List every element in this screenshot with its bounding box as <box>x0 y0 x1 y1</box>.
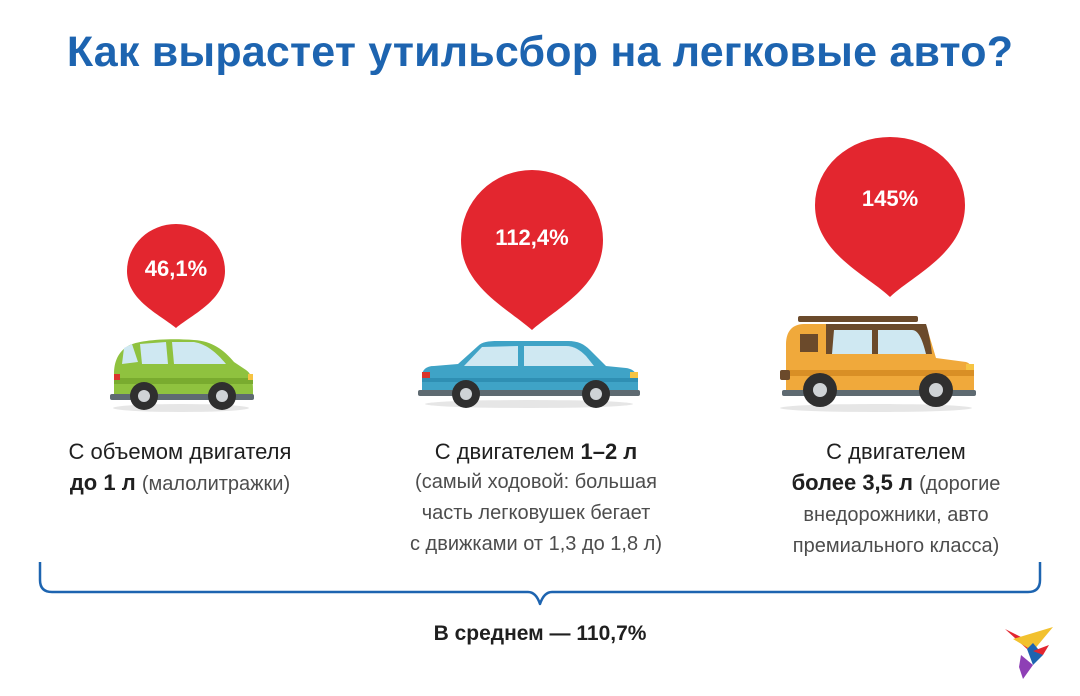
category-2-volume: 1–2 л <box>580 439 638 464</box>
percent-pin-1 <box>127 224 225 328</box>
average-text: В среднем — 110,7% <box>433 622 647 645</box>
percent-label-3: 145% <box>861 186 919 211</box>
category-3-note-1: (дорогие <box>919 473 1001 495</box>
category-1-line2: до 1 л (малолитражки) <box>20 467 340 500</box>
category-1-description: С объемом двигателя до 1 л (малолитражки… <box>20 436 340 500</box>
page-title: Как вырастет утильсбор на легковые авто? <box>66 28 1014 76</box>
category-3-note-2: внедорожники, авто <box>803 504 989 526</box>
category-3-line2: более 3,5 л (дорогие <box>726 467 1066 500</box>
percent-pin-2 <box>461 169 603 330</box>
category-1-volume: до 1 л <box>69 470 136 495</box>
category-3-note-3: премиального класса) <box>792 535 1000 557</box>
orange-suv-icon <box>780 316 976 412</box>
category-2-prefix: С двигателем <box>434 439 581 464</box>
green-hatchback-icon <box>110 339 254 412</box>
category-1-note: (малолитражки) <box>141 473 291 495</box>
kp-bird-logo-icon <box>1005 627 1053 679</box>
percent-label-2: 112,4% <box>495 225 569 250</box>
category-2-note-1: (самый ходовой: большая <box>415 471 657 493</box>
category-3-line1: С двигателем <box>826 439 966 464</box>
percent-pin-3 <box>815 137 965 297</box>
category-3-volume: более 3,5 л <box>791 470 913 495</box>
category-1-line1: С объемом двигателя <box>68 439 292 464</box>
category-2-note-3: с движками от 1,3 до 1,8 л) <box>410 533 662 555</box>
category-3-description: С двигателем более 3,5 л (дорогие внедор… <box>726 436 1066 562</box>
category-2-note-2: часть легковушек бегает <box>421 502 651 524</box>
percent-label-1: 46,1% <box>144 256 208 281</box>
blue-sedan-icon <box>418 341 640 408</box>
category-2-line1: С двигателем 1–2 л <box>360 436 712 467</box>
category-2-description: С двигателем 1–2 л (самый ходовой: больш… <box>360 436 712 560</box>
